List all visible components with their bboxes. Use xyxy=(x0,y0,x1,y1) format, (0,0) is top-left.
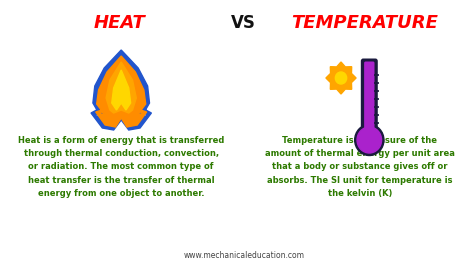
Circle shape xyxy=(355,124,384,156)
FancyBboxPatch shape xyxy=(364,61,374,132)
Circle shape xyxy=(357,127,382,153)
Text: HEAT: HEAT xyxy=(93,14,145,32)
FancyBboxPatch shape xyxy=(361,59,378,135)
Circle shape xyxy=(335,72,346,84)
Text: www.mechanicaleducation.com: www.mechanicaleducation.com xyxy=(183,251,304,260)
Text: TEMPERATURE: TEMPERATURE xyxy=(291,14,438,32)
Text: VS: VS xyxy=(231,14,256,32)
Polygon shape xyxy=(96,56,146,127)
Text: Temperature is a measure of the
amount of thermal energy per unit area
that a bo: Temperature is a measure of the amount o… xyxy=(265,136,455,198)
Text: Heat is a form of energy that is transferred
through thermal conduction, convect: Heat is a form of energy that is transfe… xyxy=(18,136,224,198)
Polygon shape xyxy=(91,50,151,130)
Polygon shape xyxy=(106,62,137,113)
Polygon shape xyxy=(326,62,356,94)
Polygon shape xyxy=(112,70,131,110)
